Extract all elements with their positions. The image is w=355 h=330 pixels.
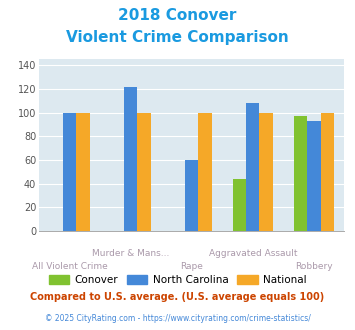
Text: © 2025 CityRating.com - https://www.cityrating.com/crime-statistics/: © 2025 CityRating.com - https://www.city…	[45, 314, 310, 323]
Text: Robbery: Robbery	[295, 262, 333, 271]
Bar	[63, 113, 76, 231]
Text: Murder & Mans...: Murder & Mans...	[92, 249, 169, 258]
Text: Aggravated Assault: Aggravated Assault	[208, 249, 297, 258]
Bar	[185, 160, 198, 231]
Bar	[307, 121, 321, 231]
Bar	[124, 86, 137, 231]
Text: Rape: Rape	[180, 262, 203, 271]
Bar	[198, 113, 212, 231]
Bar	[233, 179, 246, 231]
Bar	[246, 103, 260, 231]
Bar	[76, 113, 90, 231]
Text: Violent Crime Comparison: Violent Crime Comparison	[66, 30, 289, 45]
Bar	[137, 113, 151, 231]
Text: All Violent Crime: All Violent Crime	[32, 262, 108, 271]
Text: 2018 Conover: 2018 Conover	[118, 8, 237, 23]
Bar	[260, 113, 273, 231]
Bar	[321, 113, 334, 231]
Bar	[294, 116, 307, 231]
Legend: Conover, North Carolina, National: Conover, North Carolina, National	[44, 271, 311, 289]
Text: Compared to U.S. average. (U.S. average equals 100): Compared to U.S. average. (U.S. average …	[31, 292, 324, 302]
